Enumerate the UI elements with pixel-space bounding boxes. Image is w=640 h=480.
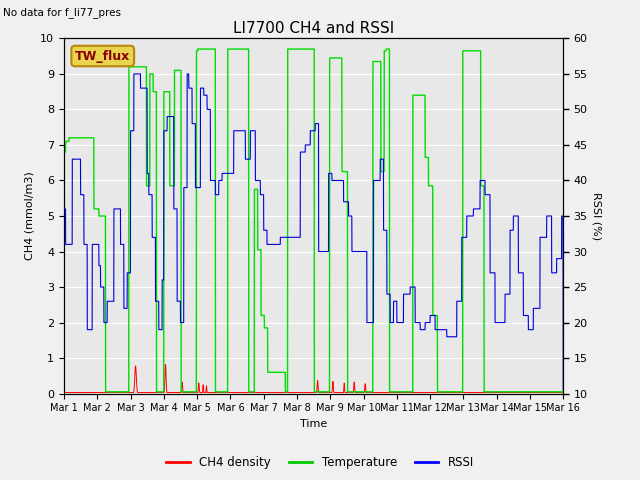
Title: LI7700 CH4 and RSSI: LI7700 CH4 and RSSI [233,21,394,36]
Y-axis label: RSSI (%): RSSI (%) [591,192,602,240]
Text: TW_flux: TW_flux [75,49,131,62]
Legend: CH4 density, Temperature, RSSI: CH4 density, Temperature, RSSI [161,452,479,474]
Text: No data for f_li77_pres: No data for f_li77_pres [3,7,121,18]
Y-axis label: CH4 (mmol/m3): CH4 (mmol/m3) [25,172,35,260]
X-axis label: Time: Time [300,419,327,429]
